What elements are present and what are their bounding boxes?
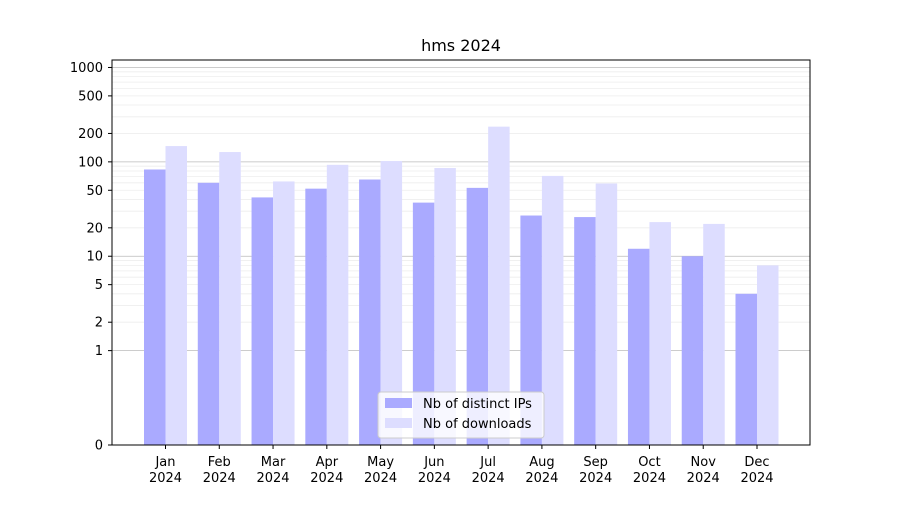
y-tick-label: 50: [86, 184, 103, 199]
x-tick-label: Oct 2024: [633, 455, 666, 486]
bar-distinct-ips: [144, 169, 166, 445]
bar-distinct-ips: [681, 256, 704, 445]
bar-distinct-ips: [520, 215, 542, 445]
x-tick-label: May 2024: [364, 455, 397, 486]
bar-downloads: [541, 175, 564, 445]
legend-label: Nb of downloads: [423, 417, 532, 432]
bar-distinct-ips: [359, 179, 381, 445]
y-tick-label: 0: [95, 439, 103, 454]
bar-downloads: [703, 223, 725, 445]
x-tick-label: Jan 2024: [149, 455, 182, 486]
x-tick-label: Dec 2024: [740, 455, 773, 486]
x-tick-label: Mar 2024: [256, 455, 289, 486]
x-tick-label: Aug 2024: [525, 455, 558, 486]
bar-distinct-ips: [412, 202, 435, 445]
y-tick-label: 2: [95, 316, 103, 331]
bar-distinct-ips: [305, 188, 327, 445]
bar-downloads: [757, 265, 779, 445]
bar-downloads: [380, 161, 403, 445]
bar-downloads: [649, 222, 671, 445]
legend: Nb of distinct IPs Nb of downloads: [377, 391, 545, 439]
x-tick-label: Nov 2024: [687, 455, 720, 486]
x-tick-label: Feb 2024: [203, 455, 236, 486]
bar-downloads: [273, 181, 295, 445]
bar-downloads: [219, 152, 241, 445]
x-tick-label: Jun 2024: [418, 455, 451, 486]
bar-downloads: [434, 168, 456, 445]
bar-distinct-ips: [627, 248, 650, 445]
bar-distinct-ips: [197, 182, 220, 445]
legend-swatch: [385, 398, 412, 408]
bar-downloads: [165, 146, 187, 446]
y-tick-label: 20: [86, 221, 103, 236]
y-tick-label: 1000: [70, 61, 103, 76]
x-tick-label: Sep 2024: [579, 455, 612, 486]
x-tick-label: Jul 2024: [472, 455, 505, 486]
y-tick-label: 1: [95, 344, 103, 359]
y-tick-label: 5: [95, 278, 103, 293]
legend-box: [377, 391, 545, 439]
y-tick-label: 100: [78, 155, 103, 170]
y-axis: 0 1 2 5 10 20 50 100 200 500 1000: [70, 61, 112, 454]
bar-distinct-ips: [735, 293, 757, 445]
bars: [144, 126, 779, 446]
y-tick-label: 200: [78, 127, 103, 142]
bar-downloads: [595, 183, 618, 446]
chart-title: hms 2024: [421, 36, 501, 55]
x-tick-label: Apr 2024: [310, 455, 343, 486]
x-axis: Jan 2024 Feb 2024 Mar 2024 Apr 2024 May 2024 Jun 20…: [149, 445, 774, 486]
bar-distinct-ips: [251, 197, 274, 445]
bar-downloads: [326, 164, 349, 445]
bar-downloads: [488, 126, 510, 446]
legend-label: Nb of distinct IPs: [423, 397, 532, 412]
plot-frame: [111, 59, 811, 446]
bar-distinct-ips: [574, 217, 596, 445]
legend-swatch: [385, 418, 412, 428]
y-tick-label: 500: [78, 89, 103, 104]
bar-distinct-ips: [466, 187, 489, 446]
y-tick-label: 10: [86, 250, 103, 265]
